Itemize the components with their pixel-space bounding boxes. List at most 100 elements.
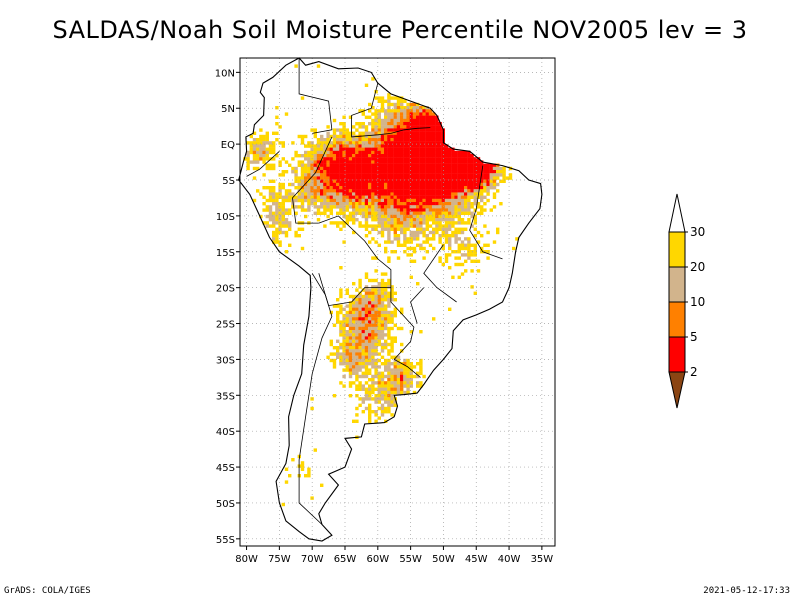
percentile-cell [384, 128, 388, 132]
percentile-cell [406, 147, 410, 151]
percentile-cell [352, 326, 356, 331]
percentile-cell [304, 176, 308, 180]
percentile-cell [384, 362, 388, 366]
percentile-cell [352, 157, 356, 161]
percentile-cell [377, 134, 381, 139]
percentile-cell [345, 141, 349, 145]
percentile-cell [393, 384, 397, 388]
percentile-cell [342, 333, 346, 337]
percentile-cell [355, 362, 359, 366]
percentile-cell [473, 218, 477, 222]
percentile-cell [320, 205, 324, 209]
percentile-cell [444, 147, 449, 151]
percentile-cell [393, 374, 397, 379]
percentile-cell [374, 381, 378, 385]
percentile-cell [486, 243, 490, 247]
percentile-cell [313, 176, 317, 180]
percentile-cell [425, 150, 429, 155]
percentile-cell [352, 176, 356, 180]
percentile-cell [332, 186, 337, 190]
percentile-cell [364, 186, 369, 190]
percentile-cell [403, 141, 407, 145]
percentile-cell [339, 346, 343, 350]
percentile-cell [361, 310, 365, 315]
percentile-cell [380, 272, 385, 276]
percentile-cell [384, 173, 388, 177]
percentile-cell [438, 192, 442, 196]
percentile-cell [342, 240, 346, 244]
percentile-cell [486, 179, 490, 183]
percentile-cell [307, 186, 311, 190]
percentile-cell [444, 150, 449, 155]
percentile-cell [384, 189, 388, 193]
percentile-cell [358, 346, 362, 350]
percentile-cell [371, 256, 375, 260]
percentile-cell [352, 182, 356, 187]
percentile-cell [387, 240, 391, 244]
percentile-cell [374, 173, 378, 177]
colorbar-label: 5 [690, 330, 698, 344]
percentile-cell [419, 141, 423, 145]
percentile-cell [352, 352, 356, 356]
percentile-cell [278, 173, 282, 177]
percentile-cell [467, 218, 471, 222]
percentile-cell [352, 147, 356, 151]
percentile-cell [377, 96, 381, 100]
percentile-cell [476, 163, 481, 167]
percentile-cell [403, 237, 407, 241]
percentile-cell [339, 198, 343, 203]
percentile-cell [396, 173, 401, 177]
percentile-cell [387, 298, 391, 302]
percentile-cell [364, 234, 369, 238]
percentile-cell [396, 243, 401, 247]
percentile-cell [384, 218, 388, 222]
percentile-cell [448, 237, 452, 241]
percentile-cell [425, 109, 429, 113]
percentile-cell [464, 163, 468, 167]
percentile-cell [368, 224, 372, 228]
percentile-cell [428, 166, 433, 171]
lon-tick-label: 65W [334, 554, 357, 565]
percentile-cell [422, 195, 426, 199]
percentile-cell [419, 365, 423, 369]
percentile-cell [361, 342, 365, 347]
percentile-cell [393, 115, 397, 119]
percentile-cell [364, 387, 369, 391]
percentile-cell [300, 154, 305, 158]
percentile-cell [432, 166, 436, 171]
country-border [469, 165, 503, 260]
percentile-cell [380, 371, 385, 375]
colorbar-segment [668, 371, 686, 409]
percentile-cell [416, 192, 420, 196]
percentile-cell [451, 173, 455, 177]
percentile-cell [387, 384, 391, 388]
percentile-cell [387, 362, 391, 366]
percentile-cell [390, 349, 394, 353]
percentile-cell [281, 218, 285, 222]
percentile-cell [374, 349, 378, 353]
percentile-cell [361, 122, 365, 126]
percentile-cell [428, 131, 433, 135]
percentile-cell [384, 288, 388, 292]
percentile-cell [313, 144, 317, 148]
percentile-cell [278, 205, 282, 209]
percentile-cell [416, 170, 420, 174]
percentile-cell [259, 192, 263, 196]
percentile-cell [326, 208, 330, 212]
percentile-cell [454, 240, 458, 244]
percentile-cell [390, 186, 394, 190]
percentile-cell [361, 346, 365, 350]
percentile-cell [339, 326, 343, 331]
percentile-cell [384, 141, 388, 145]
percentile-cell [393, 138, 397, 142]
percentile-cell [352, 160, 356, 164]
percentile-cell [387, 221, 391, 225]
percentile-cell [435, 125, 439, 129]
percentile-cell [374, 240, 378, 244]
percentile-cell [361, 192, 365, 196]
percentile-cell [320, 189, 324, 193]
percentile-cell [368, 173, 372, 177]
percentile-cell [457, 218, 461, 222]
percentile-cell [435, 122, 439, 126]
percentile-cell [409, 102, 413, 107]
